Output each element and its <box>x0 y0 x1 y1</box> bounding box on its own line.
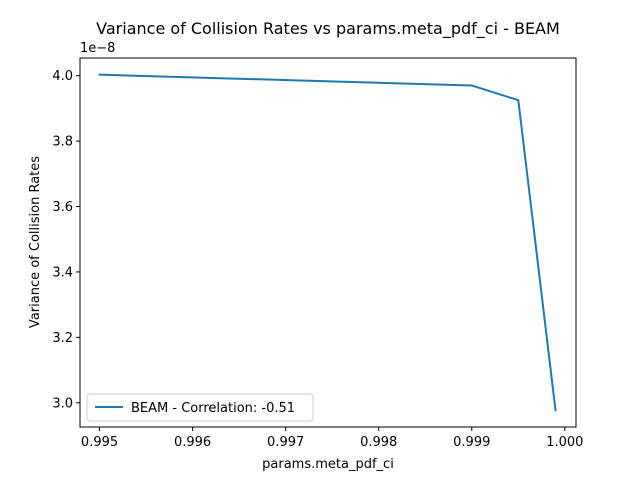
x-tick-label: 0.996 <box>174 435 211 450</box>
y-tick-label: 3.2 <box>52 331 73 346</box>
y-tick-label: 3.6 <box>52 200 73 215</box>
x-tick-label: 0.998 <box>360 435 397 450</box>
y-tick-label: 3.4 <box>52 265 73 280</box>
chart-title: Variance of Collision Rates vs params.me… <box>96 19 560 39</box>
x-tick-label: 0.997 <box>267 435 304 450</box>
x-axis-label: params.meta_pdf_ci <box>262 457 394 472</box>
legend: BEAM - Correlation: -0.51 <box>86 393 314 422</box>
x-tick-label: 1.000 <box>546 435 583 450</box>
x-tick-label: 0.999 <box>453 435 490 450</box>
axes-frame <box>79 57 577 428</box>
plot-area: 0.995 0.996 0.997 0.998 0.999 1.000 3.0 3.2 3.4 3… <box>52 57 583 450</box>
y-offset-label: 1e−8 <box>80 41 115 56</box>
series-line <box>98 73 557 412</box>
y-tick-label: 3.0 <box>52 396 73 411</box>
y-axis-label: Variance of Collision Rates <box>28 156 43 328</box>
legend-box <box>86 393 314 422</box>
y-tick-label: 3.8 <box>52 135 73 150</box>
legend-label: BEAM - Correlation: -0.51 <box>131 401 295 416</box>
y-tick-label: 4.0 <box>52 69 73 84</box>
x-tick-label: 0.995 <box>81 435 118 450</box>
